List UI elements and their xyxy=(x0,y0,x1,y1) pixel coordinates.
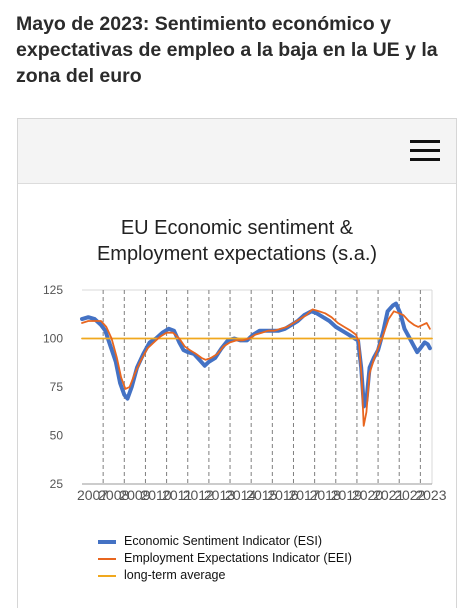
chart-legend: Economic Sentiment Indicator (ESI) Emplo… xyxy=(98,533,352,584)
y-tick-label: 125 xyxy=(43,283,63,297)
eei-series-line xyxy=(81,308,431,427)
line-chart: 25 50 75 100 125 2007200820092010201120122013… xyxy=(43,283,447,503)
hamburger-menu-icon[interactable] xyxy=(410,138,440,162)
menu-bar xyxy=(410,140,440,143)
x-tick-label: 2008 xyxy=(98,487,129,503)
headline: Mayo de 2023: Sentimiento económico y ex… xyxy=(16,13,438,87)
x-tick-label: 2009 xyxy=(119,487,150,503)
x-tick-label: 2012 xyxy=(183,487,214,503)
chart-toolbar xyxy=(18,119,456,184)
x-tick-label: 2015 xyxy=(246,487,277,503)
legend-item-average: long-term average xyxy=(98,567,352,584)
chart-title-line-2: Employment expectations (s.a.) xyxy=(96,243,378,265)
legend-item-esi: Economic Sentiment Indicator (ESI) xyxy=(98,533,352,550)
x-tick-label: 2011 xyxy=(162,487,192,503)
menu-bar xyxy=(410,149,440,152)
chart-title: EU Economic sentiment & Employment expec… xyxy=(18,215,456,267)
menu-bar xyxy=(410,158,440,161)
y-tick-label: 75 xyxy=(50,380,64,394)
y-tick-label: 50 xyxy=(50,429,64,443)
legend-label-eei: Employment Expectations Indicator (EEI) xyxy=(124,551,352,565)
x-tick-label: 2021 xyxy=(373,487,404,503)
legend-swatch-esi xyxy=(98,539,116,544)
y-tick-label: 100 xyxy=(43,332,63,346)
x-tick-label: 2020 xyxy=(352,487,383,503)
x-tick-label: 2022 xyxy=(394,487,425,503)
x-tick-label: 2013 xyxy=(204,487,235,503)
legend-item-eei: Employment Expectations Indicator (EEI) xyxy=(98,550,352,567)
legend-swatch-eei xyxy=(98,557,116,560)
x-tick-label: 2023 xyxy=(415,487,446,503)
x-tick-label: 2010 xyxy=(140,487,171,503)
y-tick-label: 25 xyxy=(50,477,64,491)
x-tick-label: 2019 xyxy=(331,487,362,503)
x-tick-label: 2016 xyxy=(267,487,298,503)
chart-title-line-1: EU Economic sentiment & xyxy=(120,217,354,239)
x-tick-label: 2007 xyxy=(77,487,108,503)
legend-label-esi: Economic Sentiment Indicator (ESI) xyxy=(124,534,322,548)
x-tick-label: 2018 xyxy=(310,487,341,503)
x-tick-label: 2014 xyxy=(225,487,256,503)
legend-label-average: long-term average xyxy=(124,568,226,582)
chart-card: EU Economic sentiment & Employment expec… xyxy=(17,118,457,608)
x-tick-label: 2017 xyxy=(288,487,319,503)
legend-swatch-average xyxy=(98,574,116,577)
